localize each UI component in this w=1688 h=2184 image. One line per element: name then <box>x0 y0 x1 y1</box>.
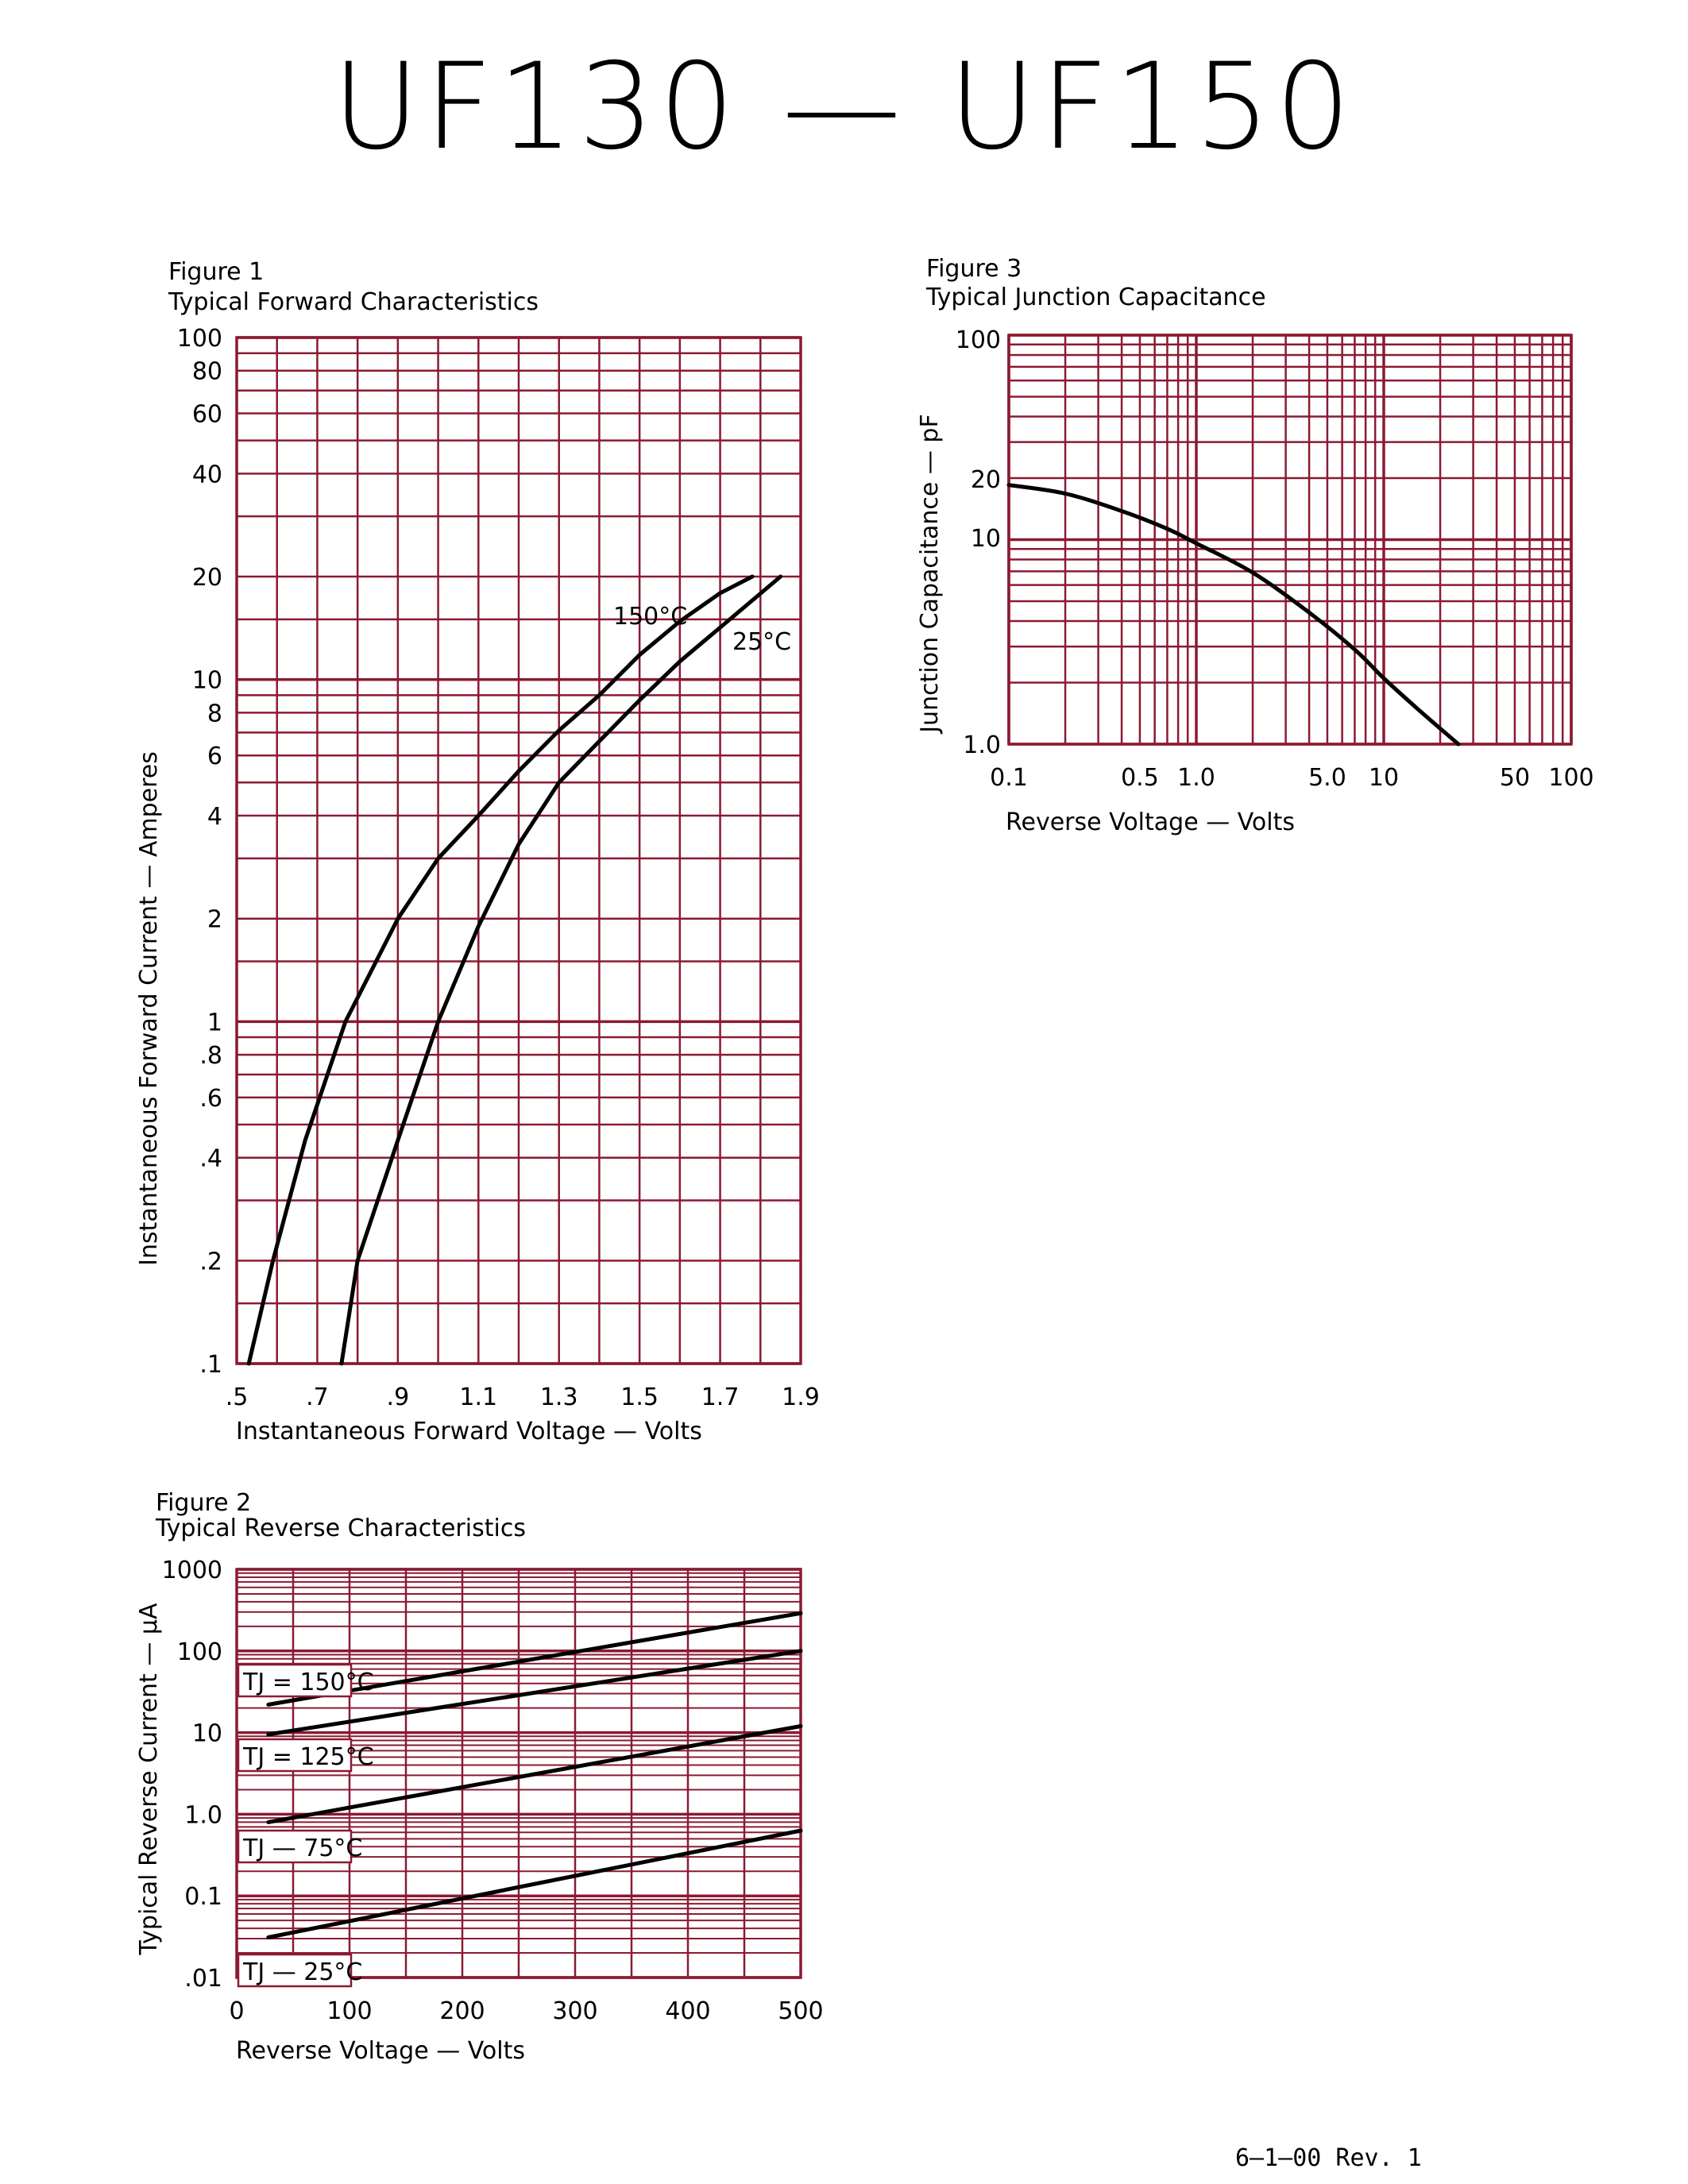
page-title: UF130 — UF150 <box>332 38 1356 176</box>
chart-title: Typical Forward Characteristics <box>168 288 539 316</box>
series-label: 25°C <box>732 628 791 656</box>
figure-label: Figure 1 <box>168 258 264 286</box>
y-axis-label: Instantaneous Forward Current — Amperes <box>135 751 163 1266</box>
x-tick-label: 1.3 <box>540 1383 578 1411</box>
plot-frame <box>235 336 802 1365</box>
x-tick-label: 1.5 <box>620 1383 659 1411</box>
y-tick-label: 40 <box>192 461 222 488</box>
y-tick-label: .2 <box>199 1248 222 1275</box>
x-tick-label: .9 <box>387 1383 410 1411</box>
y-tick-label: 80 <box>192 358 222 386</box>
y-tick-label: 2 <box>207 906 222 934</box>
y-tick-label: .8 <box>199 1042 222 1070</box>
x-tick-label: 1.7 <box>701 1383 740 1411</box>
y-tick-label: 20 <box>192 564 222 592</box>
x-tick-label: 1.9 <box>782 1383 820 1411</box>
x-tick-label: 1.1 <box>459 1383 497 1411</box>
x-axis-label: Instantaneous Forward Voltage — Volts <box>236 1418 702 1445</box>
series-curve <box>339 574 783 1366</box>
y-tick-label: 10 <box>192 667 222 695</box>
revision-footer: 6—1—00 Rev. 1 <box>1235 2144 1422 2172</box>
y-tick-label: 6 <box>207 743 222 770</box>
series-curve <box>246 574 755 1366</box>
y-tick-label: .4 <box>199 1145 222 1173</box>
y-tick-label: 100 <box>177 325 222 353</box>
y-tick-label: .6 <box>199 1085 222 1113</box>
y-tick-label: 60 <box>192 401 222 429</box>
series-label: 150°C <box>613 603 687 631</box>
x-tick-label: .5 <box>226 1383 249 1411</box>
y-tick-label: 1 <box>207 1009 222 1036</box>
y-tick-label: 4 <box>207 803 222 831</box>
y-tick-label: 8 <box>207 700 222 727</box>
y-tick-label: .1 <box>199 1351 222 1379</box>
x-tick-label: .7 <box>306 1383 329 1411</box>
